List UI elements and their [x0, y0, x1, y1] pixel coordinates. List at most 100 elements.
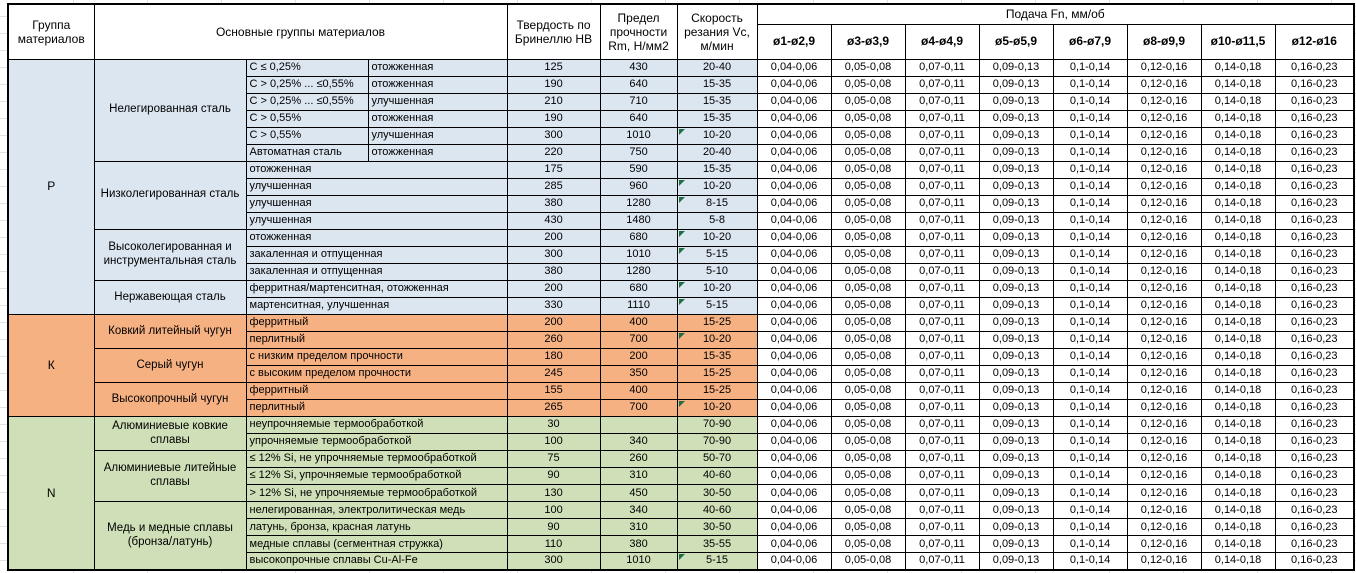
feed-cell[interactable]: 0,14-0,18	[1200, 348, 1276, 367]
feed-cell[interactable]: 0,05-0,08	[830, 228, 906, 247]
feed-cell[interactable]: 0,14-0,18	[1200, 262, 1276, 281]
material-description-cell[interactable]: > 12% Si, не упрочняемые термообработкой	[245, 484, 508, 503]
feed-cell[interactable]: 0,04-0,06	[756, 245, 832, 264]
feed-cell[interactable]: 0,16-0,23	[1274, 126, 1355, 145]
col-header-diameter-8[interactable]: ø12-ø16	[1274, 23, 1355, 60]
feed-cell[interactable]: 0,1-0,14	[1052, 177, 1128, 196]
feed-cell[interactable]: 0,16-0,23	[1274, 75, 1355, 94]
feed-cell[interactable]: 0,04-0,06	[756, 279, 832, 298]
feed-cell[interactable]: 0,14-0,18	[1200, 211, 1276, 230]
material-description-cell[interactable]: ≤ 12% Si, не упрочняемые термообработкой	[245, 450, 508, 469]
feed-cell[interactable]: 0,14-0,18	[1200, 160, 1276, 179]
speed-cell[interactable]: 35-55	[676, 535, 758, 554]
feed-cell[interactable]: 0,16-0,23	[1274, 348, 1355, 367]
feed-cell[interactable]: 0,12-0,16	[1126, 416, 1202, 435]
feed-cell[interactable]: 0,12-0,16	[1126, 450, 1202, 469]
speed-cell[interactable]: 15-35	[676, 75, 758, 94]
feed-cell[interactable]: 0,09-0,13	[978, 484, 1054, 503]
feed-cell[interactable]: 0,16-0,23	[1274, 518, 1355, 537]
feed-cell[interactable]: 0,05-0,08	[830, 92, 906, 111]
feed-cell[interactable]: 0,04-0,06	[756, 467, 832, 486]
material-description-cell[interactable]: улучшенная	[245, 211, 508, 230]
material-description-cell[interactable]: нелегированная, электролитическая медь	[245, 501, 508, 520]
strength-cell[interactable]: 1010	[599, 245, 678, 264]
feed-cell[interactable]: 0,04-0,06	[756, 228, 832, 247]
feed-cell[interactable]: 0,04-0,06	[756, 262, 832, 281]
feed-cell[interactable]: 0,09-0,13	[978, 467, 1054, 486]
feed-cell[interactable]: 0,1-0,14	[1052, 262, 1128, 281]
feed-cell[interactable]: 0,16-0,23	[1274, 92, 1355, 111]
feed-cell[interactable]: 0,09-0,13	[978, 228, 1054, 247]
material-description-cell[interactable]: мартенситная, улучшенная	[245, 296, 508, 315]
feed-cell[interactable]: 0,07-0,11	[904, 313, 980, 333]
hardness-cell[interactable]: 90	[506, 467, 601, 486]
feed-cell[interactable]: 0,05-0,08	[830, 313, 906, 333]
feed-cell[interactable]: 0,16-0,23	[1274, 365, 1355, 384]
feed-cell[interactable]: 0,14-0,18	[1200, 92, 1276, 111]
hardness-cell[interactable]: 200	[506, 228, 601, 247]
feed-cell[interactable]: 0,04-0,06	[756, 552, 832, 571]
feed-cell[interactable]: 0,09-0,13	[978, 399, 1054, 418]
feed-cell[interactable]: 0,14-0,18	[1200, 382, 1276, 401]
feed-cell[interactable]: 0,07-0,11	[904, 416, 980, 435]
feed-cell[interactable]: 0,07-0,11	[904, 75, 980, 94]
feed-cell[interactable]: 0,12-0,16	[1126, 160, 1202, 179]
feed-cell[interactable]: 0,16-0,23	[1274, 399, 1355, 418]
strength-cell[interactable]: 310	[599, 518, 678, 537]
feed-cell[interactable]: 0,12-0,16	[1126, 518, 1202, 537]
feed-cell[interactable]: 0,12-0,16	[1126, 262, 1202, 281]
feed-cell[interactable]: 0,05-0,08	[830, 433, 906, 452]
material-description-cell[interactable]: закаленная и отпущенная	[245, 245, 508, 264]
material-condition-cell[interactable]: отожженная	[367, 143, 508, 162]
feed-cell[interactable]: 0,04-0,06	[756, 296, 832, 315]
speed-cell[interactable]: 10-20	[676, 177, 758, 196]
feed-cell[interactable]: 0,14-0,18	[1200, 450, 1276, 469]
strength-cell[interactable]: 260	[599, 450, 678, 469]
strength-cell[interactable]: 700	[599, 399, 678, 418]
feed-cell[interactable]: 0,07-0,11	[904, 330, 980, 350]
feed-cell[interactable]: 0,12-0,16	[1126, 484, 1202, 503]
feed-cell[interactable]: 0,09-0,13	[978, 92, 1054, 111]
strength-cell[interactable]: 1480	[599, 211, 678, 230]
strength-cell[interactable]: 340	[599, 433, 678, 452]
feed-cell[interactable]: 0,16-0,23	[1274, 109, 1355, 128]
hardness-cell[interactable]: 155	[506, 382, 601, 401]
strength-cell[interactable]: 680	[599, 279, 678, 298]
feed-cell[interactable]: 0,05-0,08	[830, 518, 906, 537]
speed-cell[interactable]: 15-35	[676, 92, 758, 111]
feed-cell[interactable]: 0,12-0,16	[1126, 330, 1202, 350]
feed-cell[interactable]: 0,05-0,08	[830, 348, 906, 367]
feed-cell[interactable]: 0,07-0,11	[904, 450, 980, 469]
material-composition-cell[interactable]: Автоматная сталь	[245, 143, 369, 162]
feed-cell[interactable]: 0,14-0,18	[1200, 143, 1276, 162]
feed-cell[interactable]: 0,04-0,06	[756, 160, 832, 179]
feed-cell[interactable]: 0,12-0,16	[1126, 211, 1202, 230]
material-condition-cell[interactable]: отожженная	[367, 58, 508, 77]
feed-cell[interactable]: 0,1-0,14	[1052, 416, 1128, 435]
feed-cell[interactable]: 0,05-0,08	[830, 382, 906, 401]
feed-cell[interactable]: 0,04-0,06	[756, 348, 832, 367]
speed-cell[interactable]: 5-10	[676, 262, 758, 281]
feed-cell[interactable]: 0,07-0,11	[904, 296, 980, 315]
hardness-cell[interactable]: 245	[506, 365, 601, 384]
feed-cell[interactable]: 0,05-0,08	[830, 109, 906, 128]
strength-cell[interactable]	[599, 416, 678, 435]
feed-cell[interactable]: 0,14-0,18	[1200, 433, 1276, 452]
feed-cell[interactable]: 0,07-0,11	[904, 399, 980, 418]
feed-cell[interactable]: 0,14-0,18	[1200, 177, 1276, 196]
feed-cell[interactable]: 0,07-0,11	[904, 262, 980, 281]
material-description-cell[interactable]: неупрочняемые термообработкой	[245, 416, 508, 435]
material-description-cell[interactable]: ≤ 12% Si, упрочняемые термообработкой	[245, 467, 508, 486]
feed-cell[interactable]: 0,12-0,16	[1126, 92, 1202, 111]
feed-cell[interactable]: 0,16-0,23	[1274, 143, 1355, 162]
speed-cell[interactable]: 10-20	[676, 330, 758, 350]
feed-cell[interactable]: 0,1-0,14	[1052, 535, 1128, 554]
material-description-cell[interactable]: перлитный	[245, 330, 508, 350]
feed-cell[interactable]: 0,09-0,13	[978, 75, 1054, 94]
feed-cell[interactable]: 0,09-0,13	[978, 211, 1054, 230]
hardness-cell[interactable]: 175	[506, 160, 601, 179]
feed-cell[interactable]: 0,04-0,06	[756, 330, 832, 350]
hardness-cell[interactable]: 285	[506, 177, 601, 196]
material-description-cell[interactable]: перлитный	[245, 399, 508, 418]
feed-cell[interactable]: 0,07-0,11	[904, 177, 980, 196]
